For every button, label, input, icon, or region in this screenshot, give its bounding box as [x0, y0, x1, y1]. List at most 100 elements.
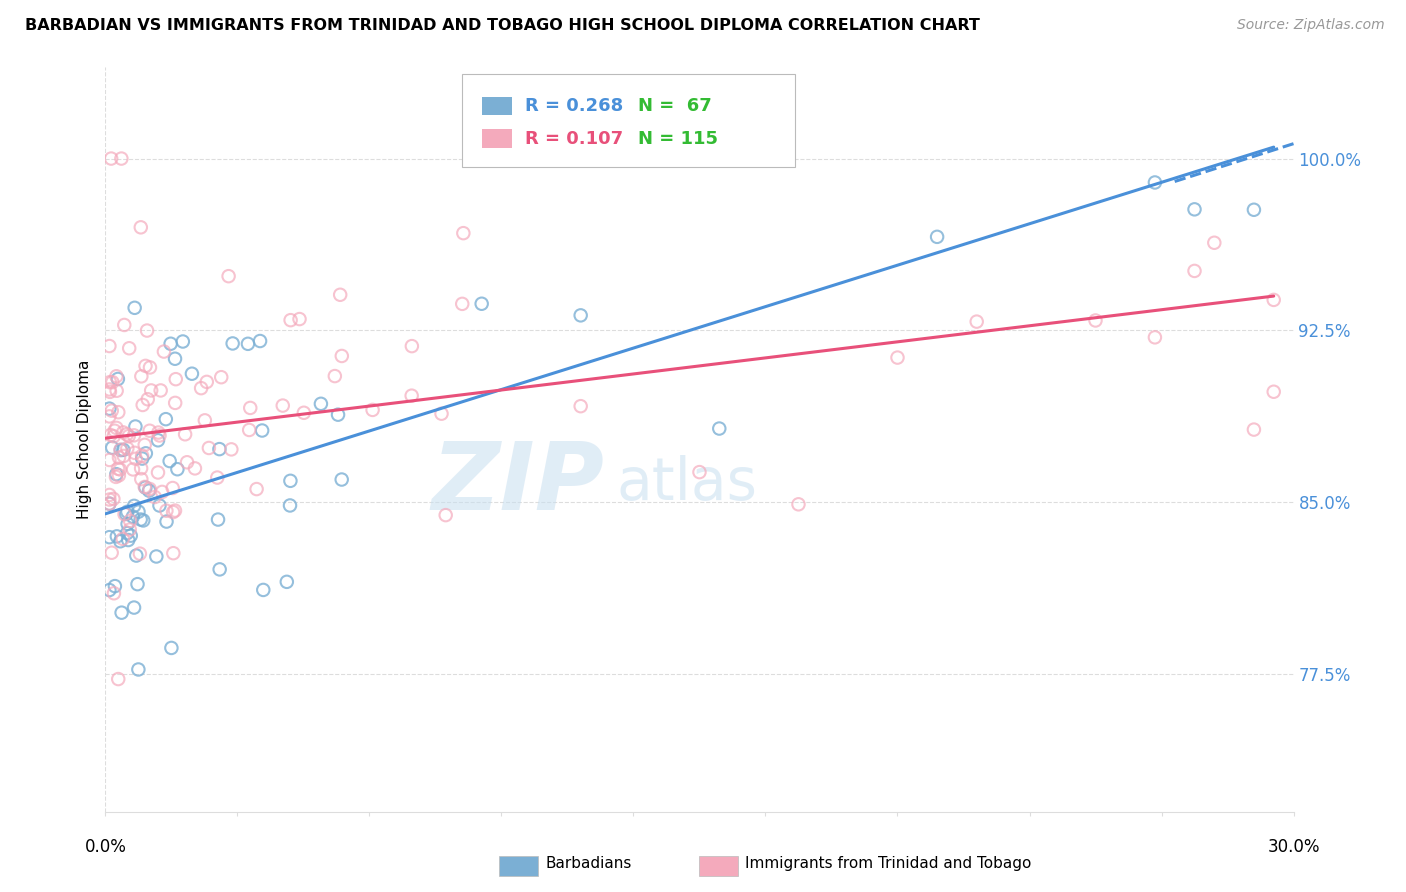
Point — [117, 505, 139, 519]
Point — [453, 226, 475, 240]
Point — [117, 516, 139, 531]
Point — [966, 315, 988, 329]
Point — [159, 336, 181, 351]
Point — [280, 313, 302, 327]
Point — [141, 384, 163, 398]
Point — [131, 369, 153, 384]
Point — [98, 453, 121, 467]
Point — [451, 297, 474, 311]
Point — [138, 482, 160, 496]
Text: N = 115: N = 115 — [638, 130, 717, 148]
Point — [112, 442, 135, 457]
Point — [134, 438, 156, 452]
Point — [107, 672, 129, 686]
Point — [129, 512, 152, 526]
Point — [125, 451, 148, 466]
Point — [105, 529, 128, 543]
Point — [276, 574, 298, 589]
Point — [218, 269, 240, 284]
Point — [122, 509, 145, 524]
Text: ZIP: ZIP — [432, 438, 605, 530]
Point — [98, 582, 121, 597]
Point — [309, 397, 332, 411]
Point — [139, 360, 162, 375]
Point — [163, 503, 186, 517]
Point — [149, 384, 172, 398]
Point — [148, 428, 170, 442]
Point — [134, 480, 156, 494]
Point — [122, 499, 145, 513]
Point — [105, 467, 128, 482]
Point — [114, 507, 136, 521]
Point — [122, 428, 145, 442]
Point — [1243, 202, 1265, 217]
Point — [326, 408, 349, 422]
Point — [155, 515, 177, 529]
Point — [430, 407, 453, 421]
Point — [174, 427, 197, 442]
Point — [434, 508, 457, 522]
Point — [128, 547, 150, 561]
Point — [1263, 293, 1285, 307]
Point — [98, 492, 121, 507]
Point — [165, 396, 187, 410]
Point — [143, 490, 166, 504]
Point — [162, 505, 184, 519]
Point — [194, 413, 217, 427]
Point — [98, 384, 121, 399]
Point — [108, 468, 131, 483]
Point — [181, 367, 204, 381]
Text: atlas: atlas — [616, 456, 758, 513]
Point — [124, 301, 146, 315]
Point — [134, 481, 156, 495]
FancyBboxPatch shape — [461, 74, 794, 168]
Point — [148, 499, 170, 513]
Point — [1243, 423, 1265, 437]
Point — [176, 455, 198, 469]
Point — [98, 488, 121, 502]
Point — [208, 442, 231, 456]
Point — [160, 640, 183, 655]
Point — [163, 351, 186, 366]
Point — [138, 483, 160, 498]
Point — [1143, 176, 1166, 190]
Point — [104, 579, 127, 593]
Point — [252, 582, 274, 597]
Point — [115, 427, 138, 442]
Point — [110, 443, 132, 458]
Point — [108, 450, 131, 465]
FancyBboxPatch shape — [482, 129, 512, 148]
Point — [98, 375, 121, 389]
Point — [221, 442, 243, 457]
Point — [1184, 202, 1206, 217]
Point — [207, 512, 229, 526]
Point — [110, 534, 132, 549]
Point — [129, 220, 152, 235]
Point — [271, 399, 294, 413]
Point — [111, 532, 134, 546]
Point — [105, 369, 128, 384]
Point — [689, 465, 711, 479]
Point — [569, 309, 592, 323]
Text: R = 0.268: R = 0.268 — [524, 97, 623, 115]
Point — [118, 341, 141, 355]
Point — [155, 504, 177, 518]
Point — [112, 318, 135, 332]
Point — [100, 403, 122, 417]
Point — [146, 434, 169, 448]
Point — [98, 401, 121, 416]
Point — [118, 429, 141, 443]
Point — [184, 461, 207, 475]
Point — [153, 344, 176, 359]
Point — [131, 451, 153, 466]
Point — [98, 409, 121, 424]
Point — [100, 152, 122, 166]
Point — [110, 442, 132, 457]
Point — [108, 462, 131, 476]
Point — [471, 297, 494, 311]
Point — [112, 449, 135, 463]
Point — [1184, 264, 1206, 278]
Point — [136, 324, 159, 338]
Point — [250, 424, 273, 438]
Point — [278, 499, 301, 513]
